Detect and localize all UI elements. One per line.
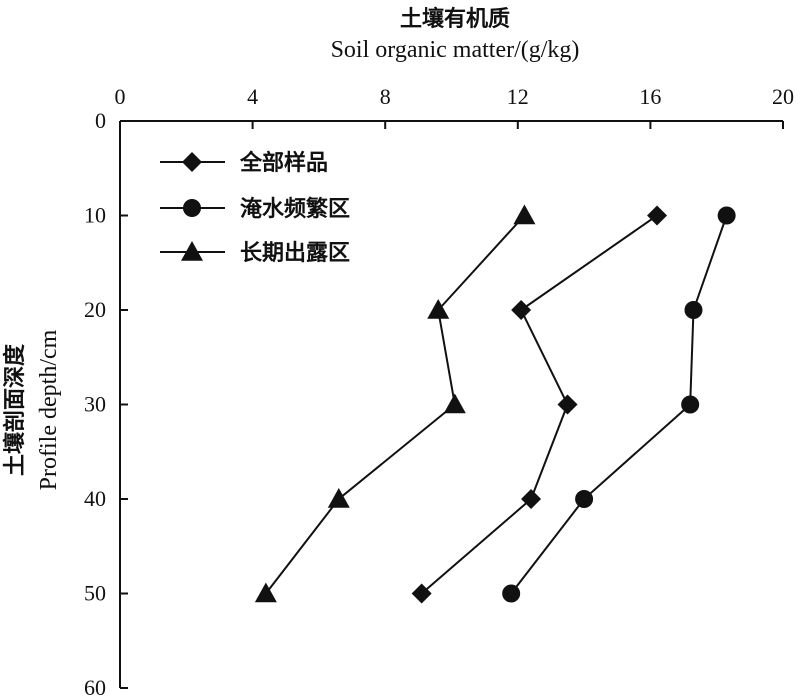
x-tick-label-12: 12 bbox=[507, 84, 529, 109]
y-axis-label-group: 土壤剖面深度 bbox=[2, 343, 28, 476]
data-point-diamond-2 bbox=[557, 394, 578, 415]
data-point-circle-0 bbox=[717, 206, 736, 225]
legend-label-circle: 淹水频繁区 bbox=[240, 196, 350, 222]
y-axis-label-en: Profile depth/cm bbox=[36, 329, 62, 490]
x-tick-label-8: 8 bbox=[380, 84, 391, 109]
legend-label-triangle: 长期出露区 bbox=[240, 241, 350, 266]
legend-item-circle: 淹水频繁区 bbox=[160, 196, 350, 222]
x-tick-label-4: 4 bbox=[247, 84, 258, 109]
data-point-triangle-1 bbox=[427, 299, 450, 319]
legend-label-diamond: 全部样品 bbox=[239, 150, 328, 176]
y-tick-label-30: 30 bbox=[84, 392, 106, 417]
legend-item-diamond: 全部样品 bbox=[160, 150, 328, 176]
data-point-diamond-1 bbox=[511, 300, 532, 320]
y-tick-label-20: 20 bbox=[84, 297, 106, 322]
x-tick-label-0: 0 bbox=[115, 84, 126, 109]
x-tick-label-20: 20 bbox=[772, 84, 794, 109]
data-point-circle-3 bbox=[575, 490, 594, 508]
legend-marker-triangle bbox=[181, 241, 203, 261]
data-point-circle-2 bbox=[681, 395, 700, 414]
data-point-triangle-2 bbox=[443, 393, 466, 414]
chart-title: 土壤有机质 bbox=[400, 6, 510, 32]
data-point-circle-1 bbox=[684, 301, 703, 319]
chart-subtitle: Soil organic matter/(g/kg) bbox=[331, 37, 580, 63]
data-point-diamond-0 bbox=[647, 205, 668, 226]
y-tick-label-0: 0 bbox=[95, 108, 106, 133]
data-point-circle-4 bbox=[502, 584, 521, 603]
data-point-triangle-3 bbox=[327, 488, 350, 508]
series-circle bbox=[502, 206, 736, 603]
axis-ticks: 0 4 8 12 16 20 0 10 20 30 40 50 60 bbox=[84, 84, 794, 697]
y-tick-label-50: 50 bbox=[84, 581, 106, 606]
data-point-diamond-4 bbox=[411, 583, 432, 604]
y-axis-label-cn: 土壤剖面深度 bbox=[2, 343, 28, 476]
y-axis-label-en-group: Profile depth/cm bbox=[36, 329, 62, 490]
data-point-diamond-3 bbox=[521, 489, 542, 509]
data-point-triangle-0 bbox=[513, 204, 536, 225]
legend-marker-circle bbox=[183, 199, 201, 217]
y-tick-label-60: 60 bbox=[84, 675, 106, 697]
y-tick-label-10: 10 bbox=[84, 203, 106, 228]
series-triangle bbox=[254, 204, 536, 603]
series-line-triangle bbox=[265, 214, 526, 595]
data-point-triangle-4 bbox=[254, 582, 277, 603]
series-layer bbox=[254, 204, 736, 604]
legend-item-triangle: 长期出露区 bbox=[160, 241, 350, 266]
y-tick-label-40: 40 bbox=[84, 486, 106, 511]
legend-marker-diamond bbox=[182, 152, 202, 172]
x-tick-label-16: 16 bbox=[639, 84, 661, 109]
series-diamond bbox=[411, 205, 668, 604]
